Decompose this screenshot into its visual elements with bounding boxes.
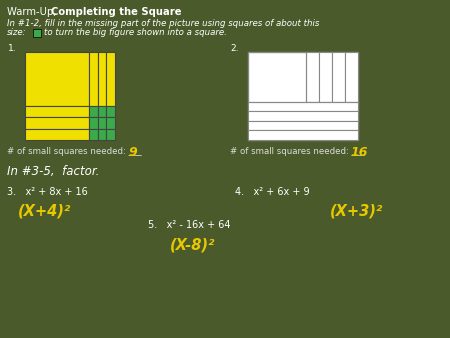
Bar	[248, 121, 358, 130]
Bar	[98, 106, 107, 117]
Bar	[90, 106, 98, 117]
Bar	[332, 52, 345, 102]
Text: 2.: 2.	[230, 44, 239, 53]
Text: size:: size:	[7, 28, 27, 37]
Text: # of small squares needed: ___: # of small squares needed: ___	[230, 147, 365, 156]
Bar	[107, 117, 115, 129]
Text: 4.   x² + 6x + 9: 4. x² + 6x + 9	[235, 187, 310, 197]
Bar	[98, 52, 107, 106]
Bar	[248, 111, 358, 121]
Bar	[90, 52, 98, 106]
Text: to turn the big figure shown into a square.: to turn the big figure shown into a squa…	[44, 28, 227, 37]
Text: 9: 9	[128, 146, 137, 159]
Text: (X-8)²: (X-8)²	[170, 237, 216, 252]
Text: # of small squares needed: ___: # of small squares needed: ___	[7, 147, 142, 156]
Bar	[306, 52, 320, 102]
Bar	[25, 106, 90, 117]
Bar	[25, 129, 90, 140]
Bar	[107, 106, 115, 117]
Text: Warm-Up,: Warm-Up,	[7, 7, 59, 17]
Text: 5.   x² - 16x + 64: 5. x² - 16x + 64	[148, 220, 230, 230]
Bar	[25, 117, 90, 129]
Bar	[90, 129, 98, 140]
Bar	[248, 52, 358, 140]
Text: In #3-5,  factor.: In #3-5, factor.	[7, 165, 99, 178]
Bar	[107, 52, 115, 106]
Bar	[345, 52, 358, 102]
Bar	[98, 117, 107, 129]
Bar	[248, 130, 358, 140]
Bar	[98, 129, 107, 140]
Bar	[248, 102, 358, 111]
Text: 3.   x² + 8x + 16: 3. x² + 8x + 16	[7, 187, 88, 197]
Text: (X+4)²: (X+4)²	[18, 204, 71, 219]
Text: In #1-2, fill in the missing part of the picture using squares of about this: In #1-2, fill in the missing part of the…	[7, 19, 319, 28]
Bar	[320, 52, 332, 102]
Bar	[90, 117, 98, 129]
Text: 1.: 1.	[8, 44, 17, 53]
Text: (X+3)²: (X+3)²	[330, 204, 383, 219]
Text: 16: 16	[350, 146, 368, 159]
Bar	[107, 129, 115, 140]
Bar	[25, 52, 90, 106]
Bar	[33, 29, 41, 37]
Text: Completing the Square: Completing the Square	[51, 7, 181, 17]
